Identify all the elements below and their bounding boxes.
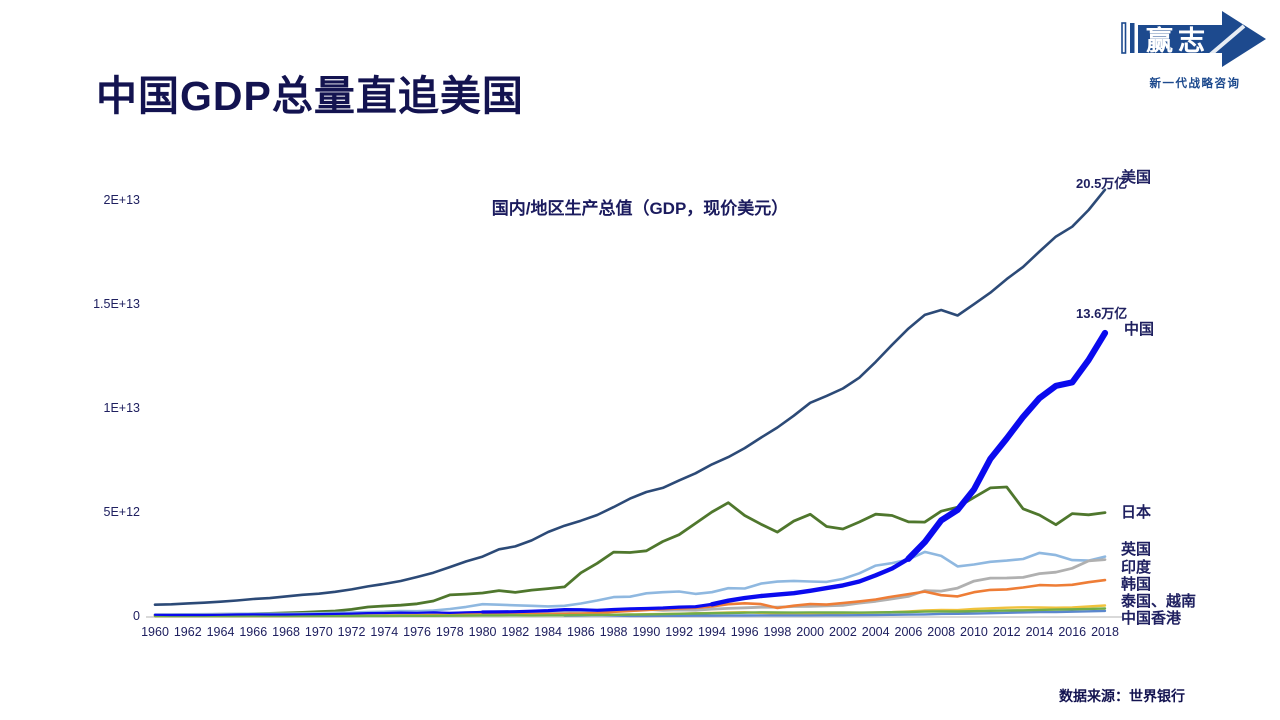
x-tick-label: 2000 bbox=[796, 625, 825, 639]
data-source-note: 数据来源：世界银行 bbox=[1059, 688, 1185, 704]
y-tick-label: 1.5E+13 bbox=[93, 297, 140, 311]
x-tick-label: 2006 bbox=[894, 625, 923, 639]
x-tick-label: 1990 bbox=[632, 625, 661, 639]
x-tick-label: 1988 bbox=[599, 625, 628, 639]
x-tick-label: 1980 bbox=[468, 625, 497, 639]
x-tick-label: 1992 bbox=[665, 625, 694, 639]
x-tick-label: 1982 bbox=[501, 625, 530, 639]
x-tick-label: 1984 bbox=[534, 625, 562, 639]
line-uk bbox=[153, 550, 1107, 616]
china-line-label: 中国 bbox=[1124, 321, 1155, 338]
chart-title: 国内/地区生产总值（GDP，现价美元） bbox=[491, 199, 789, 218]
logo-brand-text: 赢志 bbox=[1146, 25, 1210, 56]
y-tick-label: 2E+13 bbox=[103, 193, 141, 207]
x-tick-label: 1986 bbox=[566, 625, 595, 639]
x-tick-label: 1996 bbox=[730, 625, 759, 639]
line-india bbox=[153, 558, 1107, 617]
x-tick-label: 2012 bbox=[992, 625, 1021, 639]
usa-value-label: 20.5万亿 bbox=[1076, 176, 1128, 191]
y-tick-label: 5E+12 bbox=[103, 505, 141, 519]
line-hongkong bbox=[153, 607, 1107, 618]
x-tick-label: 1974 bbox=[370, 625, 399, 639]
x-tick-label: 2002 bbox=[829, 625, 857, 639]
page-title: 中国GDP总量直追美国 bbox=[96, 73, 524, 119]
x-tick-label: 1960 bbox=[141, 625, 169, 639]
y-tick-label: 0 bbox=[133, 609, 140, 623]
india-line-label: 印度 bbox=[1121, 559, 1152, 576]
x-tick-label: 1976 bbox=[403, 625, 431, 639]
x-tick-label: 2008 bbox=[927, 625, 956, 639]
japan-line-label: 日本 bbox=[1121, 504, 1152, 521]
logo: 赢志 新一代战略咨询 bbox=[1120, 8, 1270, 91]
uk-line-label: 英国 bbox=[1121, 541, 1152, 558]
x-tick-label: 1994 bbox=[697, 625, 726, 639]
x-tick-label: 1972 bbox=[337, 625, 366, 639]
line-china bbox=[481, 602, 714, 614]
usa-line-label: 美国 bbox=[1121, 169, 1152, 186]
x-tick-label: 2004 bbox=[861, 625, 890, 639]
korea-line-label: 韩国 bbox=[1121, 576, 1152, 593]
x-tick-label: 2018 bbox=[1091, 625, 1119, 639]
x-tick-label: 2016 bbox=[1058, 625, 1087, 639]
china-value-label: 13.6万亿 bbox=[1076, 306, 1128, 321]
x-tick-label: 1964 bbox=[206, 625, 235, 639]
line-usa bbox=[153, 188, 1107, 607]
x-tick-label: 2010 bbox=[960, 625, 988, 639]
x-tick-label: 1970 bbox=[304, 625, 333, 639]
x-tick-label: 1998 bbox=[763, 625, 792, 639]
logo-tagline: 新一代战略咨询 bbox=[1149, 78, 1241, 90]
line-china bbox=[905, 329, 1109, 562]
line-china bbox=[709, 556, 911, 607]
line-vietnam bbox=[563, 609, 1107, 618]
line-china bbox=[153, 610, 484, 617]
x-tick-label: 1978 bbox=[435, 625, 464, 639]
logo-arrow-icon: 赢志 bbox=[1121, 11, 1266, 74]
line-japan bbox=[153, 485, 1107, 617]
y-tick-label: 1E+13 bbox=[103, 401, 141, 415]
x-tick-label: 2014 bbox=[1025, 625, 1054, 639]
x-tick-label: 1966 bbox=[239, 625, 268, 639]
x-tick-label: 1962 bbox=[173, 625, 202, 639]
hongkong-line-label: 中国香港 bbox=[1121, 610, 1182, 627]
x-tick-label: 1968 bbox=[272, 625, 300, 639]
thailand-vietnam-line-label: 泰国、越南 bbox=[1121, 593, 1197, 610]
